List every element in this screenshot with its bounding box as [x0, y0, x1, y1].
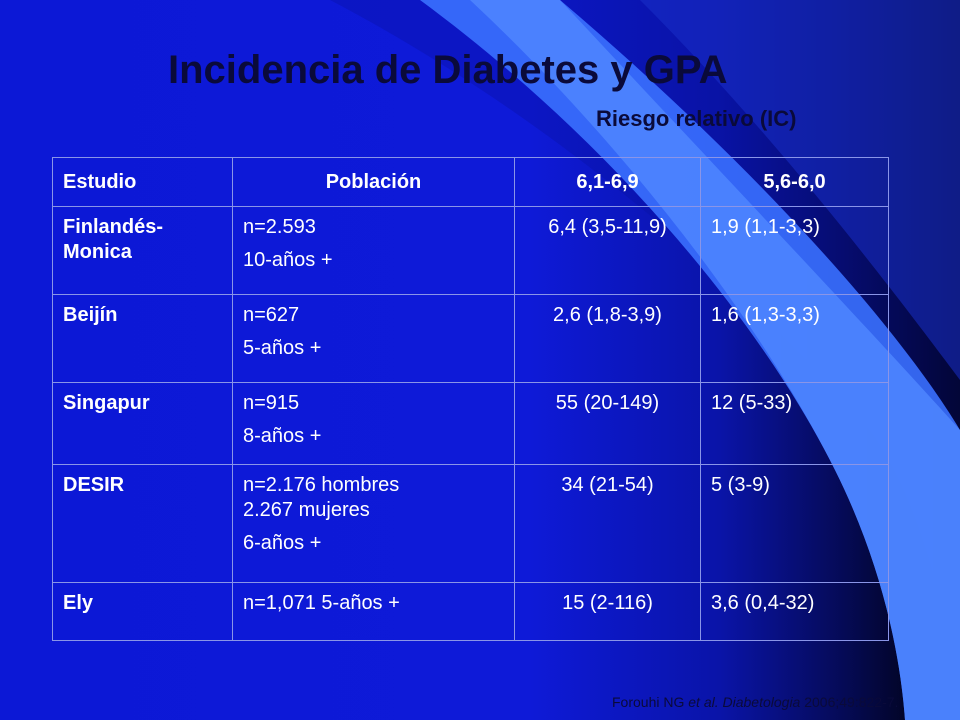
header-study: Estudio	[52, 157, 233, 207]
population-cell: n=1,071 5-años +	[232, 582, 515, 641]
rr-high-cell: 2,6 (1,8-3,9)	[514, 294, 701, 383]
rr-low-cell: 5 (3-9)	[700, 464, 889, 583]
rr-high-cell: 55 (20-149)	[514, 382, 701, 465]
rr-low-cell: 1,6 (1,3-3,3)	[700, 294, 889, 383]
study-cell: DESIR	[52, 464, 233, 583]
rr-low-cell: 12 (5-33)	[700, 382, 889, 465]
rr-low-cell: 3,6 (0,4-32)	[700, 582, 889, 641]
slide-title: Incidencia de Diabetes y GPA	[168, 48, 728, 92]
study-cell: Finlandés-Monica	[52, 206, 233, 295]
citation-etal: et al.	[688, 694, 719, 710]
citation-ref: 2006;49:822-7.	[804, 694, 899, 710]
study-cell: Ely	[52, 582, 233, 641]
rr-low-cell: 1,9 (1,1-3,3)	[700, 206, 889, 295]
table-header-row: Estudio Población 6,1-6,9 5,6-6,0	[52, 157, 889, 207]
citation: Forouhi NG et al. Diabetologia 2006;49:8…	[612, 694, 898, 710]
slide-subtitle: Riesgo relativo (IC)	[596, 106, 797, 131]
study-cell: Beijín	[52, 294, 233, 383]
header-population: Población	[232, 157, 515, 207]
header-rr-high: 6,1-6,9	[514, 157, 701, 207]
population-cell: n=627 5-años +	[232, 294, 515, 383]
population-line: 10-años +	[243, 249, 333, 271]
table-row: Beijín n=627 5-años + 2,6 (1,8-3,9) 1,6 …	[52, 294, 889, 383]
study-cell: Singapur	[52, 382, 233, 465]
population-line: n=1,071 5-años +	[243, 592, 400, 614]
citation-journal: Diabetologia	[722, 694, 801, 710]
rr-high-cell: 15 (2-116)	[514, 582, 701, 641]
population-line: 2.267 mujeres	[243, 499, 370, 521]
population-line: 8-años +	[243, 425, 322, 447]
citation-author: Forouhi NG	[612, 694, 685, 710]
population-line: n=2.176 hombres	[243, 474, 400, 496]
rr-high-cell: 6,4 (3,5-11,9)	[514, 206, 701, 295]
population-line: n=915	[243, 392, 300, 414]
header-rr-low: 5,6-6,0	[700, 157, 889, 207]
table-row: DESIR n=2.176 hombres 2.267 mujeres 6-añ…	[52, 464, 889, 583]
population-cell: n=2.593 10-años +	[232, 206, 515, 295]
population-line: n=2.593	[243, 216, 316, 238]
population-line: 6-años +	[243, 532, 322, 554]
population-line: 5-años +	[243, 337, 322, 359]
table-row: Finlandés-Monica n=2.593 10-años + 6,4 (…	[52, 206, 889, 295]
population-line: n=627	[243, 304, 300, 326]
table-row: Singapur n=915 8-años + 55 (20-149) 12 (…	[52, 382, 889, 465]
population-cell: n=915 8-años +	[232, 382, 515, 465]
incidence-table: Estudio Población 6,1-6,9 5,6-6,0 Finlan…	[52, 157, 889, 641]
table-row: Ely n=1,071 5-años + 15 (2-116) 3,6 (0,4…	[52, 582, 889, 641]
rr-high-cell: 34 (21-54)	[514, 464, 701, 583]
population-cell: n=2.176 hombres 2.267 mujeres 6-años +	[232, 464, 515, 583]
